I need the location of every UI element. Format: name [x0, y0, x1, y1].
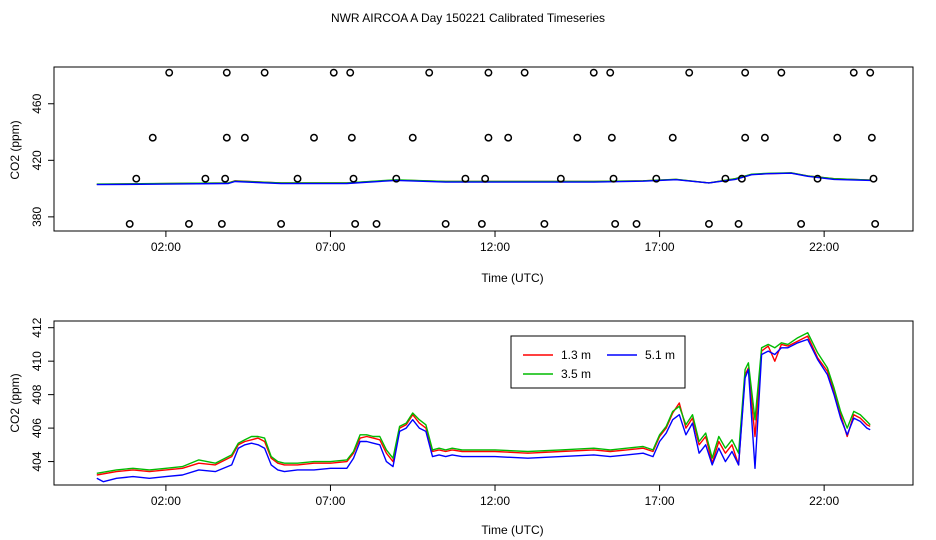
standard-point: [777, 68, 786, 77]
standard-point: [556, 174, 565, 183]
standard-point: [477, 219, 486, 228]
standard-point: [867, 133, 876, 142]
standard-point: [869, 174, 878, 183]
standard-point: [347, 133, 356, 142]
standard-point: [125, 219, 134, 228]
standard-point: [833, 133, 842, 142]
standard-point: [201, 174, 210, 183]
standard-point: [685, 68, 694, 77]
standard-point: [652, 174, 661, 183]
x-tick-label: 07:00: [315, 240, 345, 254]
standard-point: [734, 219, 743, 228]
standard-point: [813, 174, 822, 183]
series-line-h35: [96, 332, 871, 474]
standard-point: [461, 174, 470, 183]
standard-point: [741, 133, 750, 142]
x-tick-label: 02:00: [151, 240, 181, 254]
legend-label: 1.3 m: [561, 348, 591, 362]
standard-point: [222, 68, 231, 77]
standard-point: [441, 219, 450, 228]
x-tick-label: 17:00: [645, 494, 675, 508]
bottom-panel-co2-timeseries: 02:00 07:00 12:00 17:00 22:00 404 406 408 410 412…: [8, 317, 914, 537]
legend-box: [510, 335, 686, 389]
series-line-h13: [96, 335, 871, 476]
standard-point: [737, 174, 746, 183]
standard-point: [721, 174, 730, 183]
x-axis-label: Time (UTC): [481, 523, 543, 537]
standard-point: [484, 68, 493, 77]
standard-point: [611, 219, 620, 228]
x-tick-label: 22:00: [809, 240, 839, 254]
standard-point: [668, 133, 677, 142]
standard-point: [632, 219, 641, 228]
y-tick-label: 408: [30, 384, 44, 404]
series-line-h51: [96, 338, 871, 483]
standard-point: [481, 174, 490, 183]
legend-label: 5.1 m: [645, 348, 675, 362]
x-tick-label: 17:00: [645, 240, 675, 254]
standard-point: [704, 219, 713, 228]
data-area: [96, 68, 880, 228]
standard-point: [520, 68, 529, 77]
y-tick-label: 404: [30, 451, 44, 471]
standard-point: [184, 219, 193, 228]
legend: 1.3 m 3.5 m 5.1 m: [510, 335, 686, 389]
x-tick-label: 22:00: [809, 494, 839, 508]
standard-point: [484, 133, 493, 142]
plot-frame: [53, 66, 914, 232]
x-tick-label: 12:00: [480, 240, 510, 254]
standard-point: [349, 174, 358, 183]
y-tick-label: 406: [30, 418, 44, 438]
standard-point: [351, 219, 360, 228]
x-axis-label: Time (UTC): [481, 271, 543, 285]
standard-point: [132, 174, 141, 183]
standard-point: [741, 68, 750, 77]
x-tick-label: 07:00: [315, 494, 345, 508]
y-tick-label: 410: [30, 351, 44, 371]
y-tick-label: 412: [30, 317, 44, 337]
chart-title: NWR AIRCOA A Day 150221 Calibrated Times…: [331, 11, 605, 25]
standard-point: [293, 174, 302, 183]
standard-point: [148, 133, 157, 142]
standard-point: [408, 133, 417, 142]
y-tick-label: 460: [30, 93, 44, 113]
standard-point: [871, 219, 880, 228]
standard-point: [573, 133, 582, 142]
standard-point: [329, 68, 338, 77]
y-tick-label: 420: [30, 150, 44, 170]
y-tick-label: 380: [30, 207, 44, 227]
standard-point: [609, 174, 618, 183]
top-panel-standards-timeseries: 02:00 07:00 12:00 17:00 22:00 380 420 460 Time (…: [8, 66, 914, 285]
standard-point: [589, 68, 598, 77]
standard-point: [504, 133, 513, 142]
standard-point: [222, 133, 231, 142]
data-area: [96, 332, 871, 483]
y-axis-label: CO2 (ppm): [8, 120, 22, 179]
legend-label: 3.5 m: [561, 367, 591, 381]
y-axis-label: CO2 (ppm): [8, 373, 22, 432]
x-tick-label: 12:00: [480, 494, 510, 508]
standard-point: [540, 219, 549, 228]
standard-point: [866, 68, 875, 77]
standard-point: [346, 68, 355, 77]
x-tick-label: 02:00: [151, 494, 181, 508]
standard-point: [606, 68, 615, 77]
series-line-h51: [96, 172, 871, 186]
standard-point: [260, 68, 269, 77]
standard-point: [310, 133, 318, 142]
standard-point: [425, 68, 434, 77]
plot-frame: [53, 320, 914, 486]
standard-point: [607, 133, 616, 142]
standard-point: [221, 174, 230, 183]
standard-point: [797, 219, 806, 228]
standard-point: [849, 68, 858, 77]
standard-point: [392, 174, 401, 183]
standard-point: [165, 68, 174, 77]
standard-point: [277, 219, 286, 228]
standard-point: [760, 133, 769, 142]
standard-point: [372, 219, 381, 228]
standard-point: [240, 133, 249, 142]
standard-point: [217, 219, 226, 228]
